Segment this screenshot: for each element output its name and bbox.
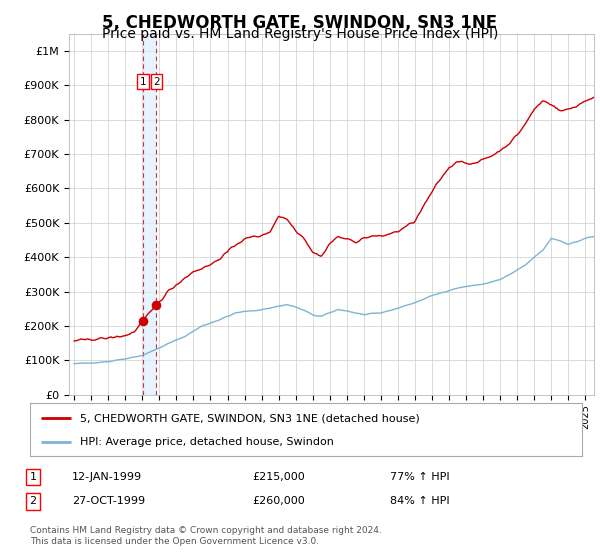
Text: 12-JAN-1999: 12-JAN-1999 xyxy=(72,472,142,482)
Text: 1: 1 xyxy=(140,77,146,87)
Point xyxy=(138,316,148,325)
Text: 5, CHEDWORTH GATE, SWINDON, SN3 1NE: 5, CHEDWORTH GATE, SWINDON, SN3 1NE xyxy=(103,14,497,32)
Text: 77% ↑ HPI: 77% ↑ HPI xyxy=(390,472,449,482)
Point xyxy=(152,301,161,310)
Text: HPI: Average price, detached house, Swindon: HPI: Average price, detached house, Swin… xyxy=(80,437,334,447)
Text: Price paid vs. HM Land Registry's House Price Index (HPI): Price paid vs. HM Land Registry's House … xyxy=(102,27,498,41)
Text: £215,000: £215,000 xyxy=(252,472,305,482)
Text: 5, CHEDWORTH GATE, SWINDON, SN3 1NE (detached house): 5, CHEDWORTH GATE, SWINDON, SN3 1NE (det… xyxy=(80,413,419,423)
Bar xyxy=(143,34,157,395)
Text: 2: 2 xyxy=(153,77,160,87)
Text: 27-OCT-1999: 27-OCT-1999 xyxy=(72,496,145,506)
Text: £260,000: £260,000 xyxy=(252,496,305,506)
Text: Contains HM Land Registry data © Crown copyright and database right 2024.
This d: Contains HM Land Registry data © Crown c… xyxy=(30,526,382,546)
Text: 1: 1 xyxy=(29,472,37,482)
Text: 84% ↑ HPI: 84% ↑ HPI xyxy=(390,496,449,506)
Text: 2: 2 xyxy=(29,496,37,506)
